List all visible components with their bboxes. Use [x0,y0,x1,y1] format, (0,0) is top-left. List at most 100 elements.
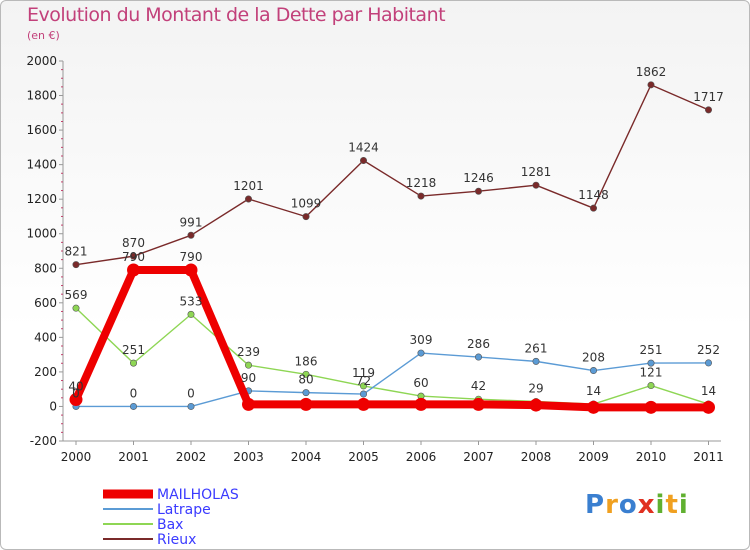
logo-letter: o [618,490,638,520]
data-point [245,361,253,369]
data-point [302,389,310,397]
data-label: 252 [697,343,720,357]
y-tick-label: 1600 [26,123,57,137]
logo-letter: t [665,490,679,520]
legend-label-latrape: Latrape [157,502,211,518]
data-point [72,261,80,269]
data-point [357,397,370,411]
data-label: 239 [237,345,260,359]
data-point [532,181,540,189]
data-point [187,231,195,239]
data-label: 14 [586,384,601,398]
data-point [245,195,253,203]
data-label: 90 [241,371,256,385]
data-point [474,187,482,195]
y-tick-label: 1800 [26,89,57,103]
y-tick-label: 200 [34,365,57,379]
x-tick-label: 2003 [233,450,264,464]
data-point [359,156,367,164]
data-label: 1424 [348,140,379,154]
data-label: 0 [130,386,138,400]
data-point [187,310,195,318]
y-tick-label: -200 [30,434,57,448]
data-label: 186 [295,354,318,368]
data-label: 80 [298,373,313,387]
data-label: 60 [413,376,428,390]
data-point [647,359,655,367]
data-point [417,192,425,200]
y-tick-label: 600 [34,296,57,310]
data-point [472,397,485,411]
data-label: 1099 [291,197,322,211]
data-point [529,398,543,412]
x-tick-label: 2011 [693,450,724,464]
y-tick-label: 400 [34,330,57,344]
data-label: 790 [180,250,203,264]
data-label: 533 [180,294,203,308]
data-point [359,390,367,398]
data-label: 1281 [521,165,552,179]
logo-letter: x [637,490,656,520]
logo-letter: i [678,490,689,520]
data-point [644,400,658,414]
y-tick-label: 2000 [26,54,57,68]
data-point [187,402,195,410]
data-label: 790 [122,250,145,264]
series-line-mailholas [72,266,713,412]
chart-subtitle: (en €) [27,29,60,42]
data-point [130,402,138,410]
data-label: 569 [65,288,88,302]
data-label: 309 [410,333,433,347]
x-tick-label: 2005 [348,450,379,464]
data-label: 1148 [578,188,609,202]
data-point [242,397,255,411]
series-line-bax [75,307,710,405]
data-point [130,252,138,260]
data-point [704,106,712,114]
data-point [302,370,310,378]
data-label: 72 [356,374,371,388]
data-label: 14 [701,384,716,398]
proxiti-logo: Proxiti [585,490,689,520]
series-line-latrape [75,352,710,408]
data-label: 1218 [406,176,437,190]
x-tick-label: 2002 [176,450,207,464]
y-tick-label: 1400 [26,158,57,172]
data-label: 1246 [463,171,494,185]
data-point [587,400,600,414]
data-label: 119 [352,366,375,380]
logo-letter: i [655,490,666,520]
data-label: 251 [640,343,663,357]
x-tick-label: 2004 [291,450,322,464]
data-point [647,81,655,89]
data-label: 42 [471,379,486,393]
data-point [130,359,138,367]
data-point [72,304,80,312]
data-label: 286 [467,337,490,351]
y-tick-label: 1000 [26,227,57,241]
logo-letter: r [605,490,619,520]
data-point [589,367,597,375]
data-label: 0 [72,386,80,400]
data-label: 0 [187,386,195,400]
data-point [414,397,428,411]
x-tick-label: 2000 [61,450,92,464]
chart-title: Evolution du Montant de la Dette par Hab… [27,4,446,26]
legend-label-mailholas: MAILHOLAS [157,487,239,503]
data-point [417,349,425,357]
data-point [589,204,597,212]
data-point [184,263,198,277]
data-label: 208 [582,351,605,365]
data-label: 821 [65,245,88,259]
data-point [702,400,715,414]
data-label: 1201 [233,179,264,193]
x-tick-label: 2010 [636,450,667,464]
data-point [299,397,313,411]
data-label: 121 [640,366,663,380]
data-label: 29 [528,381,543,395]
data-point [302,213,310,221]
y-tick-label: 1200 [26,192,57,206]
data-label: 40 [68,380,83,394]
data-label: 991 [180,215,203,229]
